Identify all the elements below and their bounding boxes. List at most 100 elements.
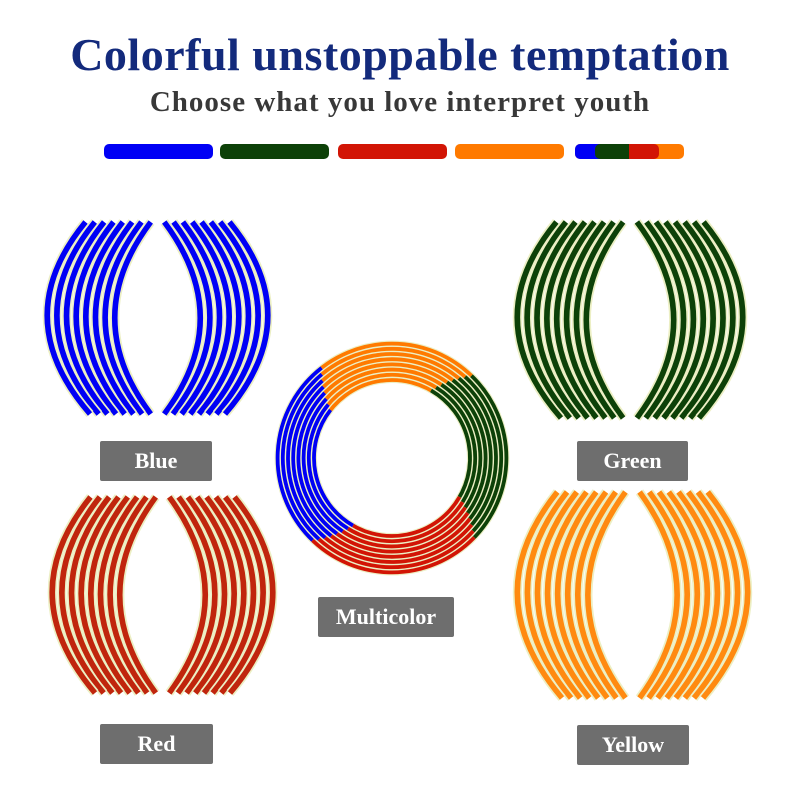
multicolor-orange-stripe (314, 362, 459, 405)
blue-wheel-stripes-stripe (179, 220, 223, 416)
yellow-wheel-stripes-stripe (544, 490, 592, 700)
yellow-wheel-stripes-stripe (691, 490, 741, 700)
red-wheel-stripes-stripe (49, 495, 98, 695)
multicolor-blue-stripe (291, 385, 333, 538)
page-subtitle: Choose what you love interpret youth (149, 86, 651, 118)
blue-wheel-stripes-stripe (44, 220, 93, 416)
yellow-wheel-stripes-stripe (575, 490, 619, 700)
multicolor-blue-stripe (296, 391, 339, 536)
yellow-wheel-stripes-stripe (664, 490, 711, 700)
label-blue[interactable]: Blue (100, 441, 212, 481)
multicolor-red-stripe (306, 526, 475, 570)
red-wheel-stripes-stripe (88, 495, 132, 695)
red-wheel-stripes-stripe (210, 495, 257, 695)
green-wheel-stripes-stripe (643, 220, 687, 420)
red-wheel-stripes-stripe (59, 495, 106, 695)
label-green[interactable]: Green (577, 441, 688, 481)
multicolor-green-stripe (451, 378, 493, 531)
blue-wheel-stripes-stripe (83, 220, 127, 416)
multicolor-blue-stripe (306, 403, 349, 531)
multicolor-blue-stripe (301, 397, 344, 533)
swatch-red (338, 144, 447, 159)
multicolor-green-stripe (445, 380, 488, 525)
yellow-wheel-stripes-stripe (655, 490, 701, 700)
blue-wheel-stripes-stripe (112, 220, 153, 416)
blue-wheel-stripes-stripe (188, 220, 232, 416)
yellow-wheel-stripes-stripe (554, 490, 601, 700)
blue-wheel-stripes-stripe (170, 220, 213, 416)
multicolor-orange-stripe (309, 346, 478, 390)
multicolor-orange-stripe (319, 372, 447, 415)
blue-wheel-stripes-stripe (73, 220, 119, 416)
blue-wheel-stripes-stripe (162, 220, 203, 416)
multicolor-red-stripe (325, 511, 470, 554)
red-wheel-stripes-stripe (201, 495, 247, 695)
multicolor-green-stripe (461, 374, 509, 550)
yellow-wheel-stripes-stripe (524, 490, 574, 700)
page-title: Colorful unstoppable temptation (70, 29, 730, 80)
multicolor-red-stripe (342, 496, 462, 538)
multicolor-blue-stripe (275, 366, 323, 542)
red-wheel-stripes-stripe (175, 495, 218, 695)
red-wheel-stripes-stripe (68, 495, 115, 695)
multicolor-red-stripe (331, 506, 467, 549)
swatch-multicolor (575, 144, 684, 159)
blue-wheel-stripes-stripe (205, 220, 252, 416)
green-wheel-stripes-stripe (634, 220, 677, 420)
blue-wheel-stripes-stripe (54, 220, 101, 416)
multicolor-orange-stripe (322, 378, 442, 420)
multicolor-red-stripe (337, 501, 465, 544)
multicolor-green-stripe (435, 385, 478, 513)
red-wheel-stripes-stripe (117, 495, 158, 695)
multicolor-red-stripe (319, 517, 472, 559)
green-wheel-stripes-stripe (553, 220, 599, 420)
swatch-blue (104, 144, 213, 159)
green-wheel-stripes-stripe (524, 220, 572, 420)
red-wheel-stripes-stripe (107, 495, 150, 695)
red-wheel-stripes-stripe (219, 495, 266, 695)
yellow-wheel-stripes-stripe (682, 490, 731, 700)
red-wheel-stripes-stripe (227, 495, 276, 695)
green-wheel-stripes-stripe (688, 220, 736, 420)
yellow-wheel-stripes-stripe (514, 490, 565, 700)
multicolor-red-stripe (300, 527, 476, 575)
blue-wheel-stripes-stripe (222, 220, 271, 416)
yellow-wheel-stripes-stripe (637, 490, 680, 700)
green-wheel-stripes-stripe (696, 220, 746, 420)
multicolor-orange-stripe (312, 357, 465, 399)
blue-wheel-stripes-stripe (92, 220, 136, 416)
multicolor-green-stripe (430, 388, 472, 508)
multicolor-orange-stripe (310, 352, 471, 393)
red-wheel-stripes-stripe (193, 495, 237, 695)
red-wheel-stripes-stripe (97, 495, 141, 695)
yellow-wheel-stripes-stripe (700, 490, 751, 700)
green-wheel-stripes-stripe (670, 220, 716, 420)
multicolor-blue-stripe (286, 379, 327, 540)
red-wheel-stripes-stripe (184, 495, 228, 695)
multicolor-green-stripe (457, 376, 498, 537)
green-wheel-stripes-stripe (514, 220, 564, 420)
green-wheel-stripes-stripe (679, 220, 726, 420)
multicolor-red-stripe (313, 523, 474, 564)
green-wheel-stripes-stripe (583, 220, 626, 420)
yellow-wheel-stripes-stripe (646, 490, 690, 700)
label-red[interactable]: Red (100, 724, 213, 764)
yellow-wheel-stripes-stripe (564, 490, 610, 700)
green-wheel-stripes-stripe (563, 220, 608, 420)
yellow-wheel-stripes-stripe (673, 490, 721, 700)
swatch-orange (455, 144, 564, 159)
swatch-green (220, 144, 329, 159)
red-wheel-stripes-stripe (78, 495, 124, 695)
label-yellow[interactable]: Yellow (577, 725, 689, 765)
multicolor-orange-stripe (317, 367, 453, 410)
red-wheel-stripes-stripe (167, 495, 208, 695)
blue-wheel-stripes-stripe (214, 220, 261, 416)
green-wheel-stripes-stripe (661, 220, 707, 420)
yellow-wheel-stripes-stripe (534, 490, 583, 700)
multicolor-orange-stripe (308, 341, 484, 389)
multicolor-blue-stripe (312, 408, 354, 528)
blue-wheel-stripes-stripe (102, 220, 145, 416)
label-multicolor[interactable]: Multicolor (318, 597, 454, 637)
green-wheel-stripes-stripe (652, 220, 697, 420)
